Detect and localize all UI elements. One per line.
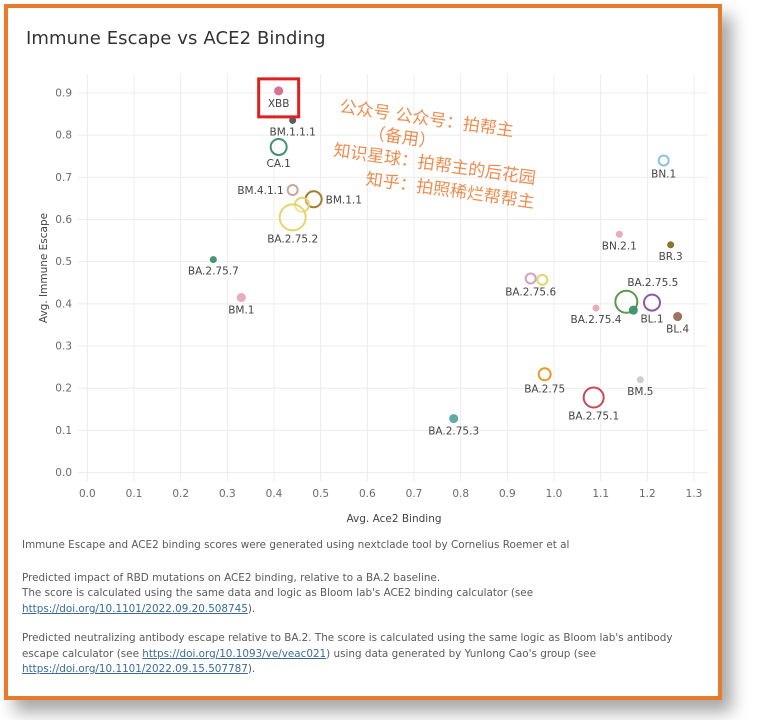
point-ba-2-75-6[interactable] [524,272,537,285]
footer-p3-b: ) using data generated by Yunlong Cao's … [326,647,596,660]
x-tick-label: 1.0 [546,488,563,500]
point-label-ba-2-75: BA.2.75 [524,383,565,395]
point-label-ba-2-75-7: BA.2.75.7 [188,266,239,278]
footer-line-1: Immune Escape and ACE2 binding scores we… [22,539,570,551]
point-bn-1[interactable] [657,154,670,167]
x-tick-label: 0.4 [266,488,283,500]
x-axis-label: Avg. Ace2 Binding [346,513,441,525]
y-tick-label: 0.0 [55,467,72,479]
x-tick-label: 1.1 [592,488,609,500]
y-tick-label: 0.9 [55,87,72,99]
point-unlabeled[interactable] [536,273,549,286]
point-label-ba-2-75-6: BA.2.75.6 [505,287,556,299]
point-label-ba-2-75-3: BA.2.75.3 [428,426,479,438]
point-label-bm-1-1: BM.1.1 [326,194,362,206]
footer-p2-b: The score is calculated using the same d… [22,587,534,599]
point-bm-1[interactable] [236,293,246,303]
point-bm-4-1-1[interactable] [286,183,299,196]
footer-paragraph-3: Predicted neutralizing antibody escape r… [22,631,702,678]
point-label-bm-5: BM.5 [627,386,653,398]
footer-p2-end: ). [247,602,256,615]
y-axis-label: Avg. Immune Escape [38,213,50,323]
point-bl-4[interactable] [673,312,683,322]
point-label-ba-2-75-1: BA.2.75.1 [568,410,619,422]
x-tick-label: 0.5 [312,488,329,500]
points-layer [209,86,683,424]
highlight-box [257,77,301,119]
point-label-bm-4-1-1: BM.4.1.1 [237,185,283,197]
point-bm-5[interactable] [636,376,644,384]
cao-doi-link[interactable]: https://doi.org/10.1101/2022.09.15.50778… [22,663,248,675]
grid-layer: 0.0 0.1 0.2 0.3 0.4 0.5 0.6 0.7 0.8 0.9 0.0 0.1 0.2 0… [55,74,708,500]
x-tick-label: 0.1 [126,488,143,500]
veac021-doi-link[interactable]: https://doi.org/10.1093/ve/veac021 [142,647,327,660]
point-label-ba-2-75-2: BA.2.75.2 [267,233,318,245]
point-ba-2-75-3[interactable] [449,414,459,424]
chart-card [4,4,722,700]
x-tick-label: 0.0 [79,488,96,500]
point-label-ca-1: CA.1 [266,158,290,170]
y-tick-label: 0.1 [55,425,72,437]
point-bl-1[interactable] [643,293,661,312]
y-tick-label: 0.5 [55,256,72,268]
point-ba-2-75-7[interactable] [209,256,217,264]
point-label-ba-2-75-5: BA.2.75.5 [627,277,678,289]
point-label-xbb: XBB [268,98,290,110]
y-tick-label: 0.6 [55,214,72,226]
footer-notes: Immune Escape and ACE2 binding scores we… [22,538,702,692]
point-ba-2-75-4[interactable] [592,304,600,312]
x-tick-label: 0.3 [219,488,236,500]
x-tick-label: 1.3 [686,488,703,500]
point-br-3[interactable] [667,241,675,249]
y-tick-label: 0.2 [55,383,72,395]
point-bn-2-1[interactable] [615,230,623,238]
y-tick-label: 0.3 [55,341,72,353]
point-label-br-3: BR.3 [659,251,683,263]
footer-p2-a: Predicted impact of RBD mutations on ACE… [22,571,441,584]
point-label-bl-4: BL.4 [666,324,689,336]
point-label-bm-1: BM.1 [228,305,254,317]
scatter-chart: 0.0 0.1 0.2 0.3 0.4 0.5 0.6 0.7 0.8 0.9 0.0 0.1 0.2 0… [38,74,708,525]
point-ca-1[interactable] [269,137,288,156]
point-ba-2-75-2[interactable] [278,203,307,232]
x-tick-label: 0.8 [452,488,469,500]
point-label-bn-1: BN.1 [651,168,676,180]
point-label-bl-1: BL.1 [640,314,663,326]
x-tick-label: 0.2 [172,488,189,500]
point-label-ba-2-75-4: BA.2.75.4 [571,314,622,326]
chart-title: Immune Escape vs ACE2 Binding [26,28,326,49]
x-tick-label: 0.9 [499,488,516,500]
point-unlabeled[interactable] [628,305,638,315]
footer-p3-a: Predicted neutralizing antibody escape r… [22,632,673,660]
y-tick-label: 0.4 [55,298,72,310]
x-tick-label: 0.6 [359,488,376,500]
point-label-bn-2-1: BN.2.1 [602,240,637,252]
footer-paragraph-2: Predicted impact of RBD mutations on ACE… [22,571,702,618]
point-ba-2-75[interactable] [537,367,552,382]
x-tick-label: 1.2 [639,488,656,500]
point-ba-2-75-1[interactable] [582,386,605,409]
footer-p3-end: ). [247,663,256,675]
point-label-bm-1-1-1: BM.1.1.1 [270,126,316,138]
x-tick-label: 0.7 [406,488,423,500]
point-xbb[interactable] [274,86,284,96]
y-tick-label: 0.7 [55,172,72,184]
y-tick-label: 0.8 [55,130,72,142]
ace2-doi-link[interactable]: https://doi.org/10.1101/2022.09.20.50874… [22,602,248,615]
labels-layer: XBB BM.1.1.1 CA.1 BM.4.1.1 BM.1.1 BA.2.75.2 BA… [188,77,690,438]
